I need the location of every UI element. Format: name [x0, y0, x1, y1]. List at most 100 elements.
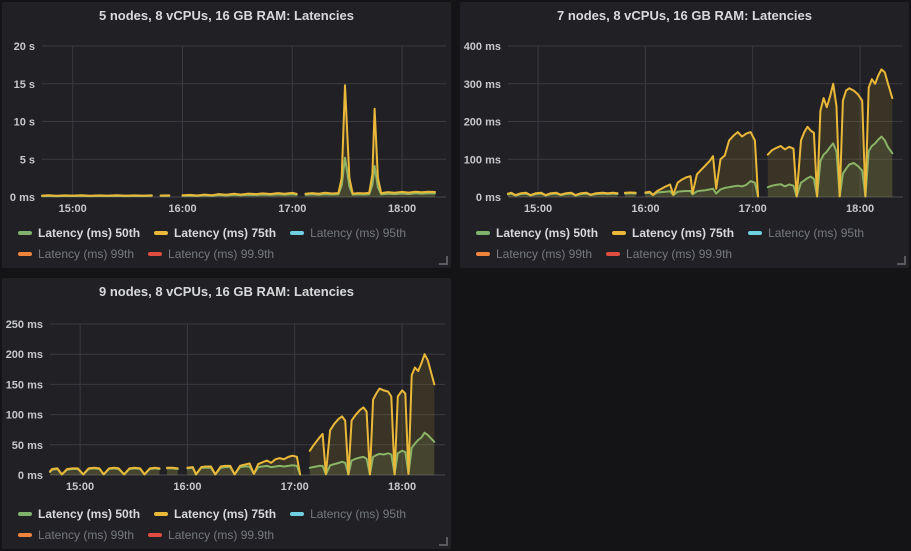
legend-label: Latency (ms) 95th: [310, 226, 407, 240]
legend-label: Latency (ms) 99.9th: [168, 528, 275, 542]
legend-swatch-icon: [148, 252, 163, 256]
legend-label: Latency (ms) 50th: [496, 226, 599, 240]
series-line-75th: [766, 68, 894, 198]
y-tick-label: 150 ms: [6, 379, 43, 391]
legend-label: Latency (ms) 99th: [38, 528, 135, 542]
series-line-50th: [766, 135, 894, 198]
legend-item-99th[interactable]: Latency (ms) 99th: [476, 247, 592, 261]
legend-swatch-icon: [154, 512, 169, 516]
legend-item-99th[interactable]: Latency (ms) 99th: [18, 247, 134, 261]
panel-5-nodes-latencies: 15:00 16:00 17:00 18:00 0 ms 5 s 10 s 15 s 20 s …: [2, 2, 451, 268]
legend-swatch-icon: [606, 252, 621, 256]
y-tick-label: 0 ms: [18, 470, 43, 482]
series-line-75th: [41, 194, 153, 197]
x-tick-label: 18:00: [388, 203, 416, 215]
y-tick-label: 20 s: [14, 41, 35, 53]
x-tick-label: 17:00: [281, 481, 309, 493]
x-tick-label: 16:00: [168, 203, 196, 215]
y-tick-label: 0 ms: [10, 192, 35, 204]
legend-item-99.9th[interactable]: Latency (ms) 99.9th: [148, 247, 274, 261]
chart-canvas: 15:00 16:00 17:00 18:00 0 ms 50 ms 100 ms 150 m…: [6, 319, 445, 493]
x-tick-label: 15:00: [59, 203, 87, 215]
legend: Latency (ms) 50th Latency (ms) 75th Latenc…: [476, 226, 899, 261]
series-line-75th: [181, 191, 298, 197]
legend-swatch-icon: [290, 512, 305, 516]
series-area-50th: [645, 181, 759, 197]
x-tick-label: 16:00: [631, 203, 659, 215]
series-area-50th: [167, 468, 178, 475]
panel-title[interactable]: 5 nodes, 8 vCPUs, 16 GB RAM: Latencies: [98, 8, 355, 23]
legend-label: Latency (ms) 95th: [768, 226, 865, 240]
series-line-75th: [507, 191, 619, 197]
legend: Latency (ms) 50th Latency (ms) 75th Latenc…: [18, 507, 441, 542]
y-tick-label: 400 ms: [464, 41, 501, 53]
legend-label: Latency (ms) 99.9th: [626, 247, 733, 261]
resize-handle-icon[interactable]: [439, 537, 448, 546]
y-tick-label: 100 ms: [464, 154, 501, 166]
legend-swatch-icon: [612, 231, 627, 235]
legend-label: Latency (ms) 75th: [174, 226, 277, 240]
y-tick-label: 50 ms: [12, 440, 43, 452]
legend-item-75th[interactable]: Latency (ms) 75th: [154, 226, 276, 240]
chart-canvas: 15:00 16:00 17:00 18:00 0 ms 100 ms 200 ms 300 …: [464, 41, 903, 215]
series-area-75th: [167, 467, 178, 475]
series-line-50th: [304, 156, 436, 196]
legend-item-95th[interactable]: Latency (ms) 95th: [290, 226, 406, 240]
latency-chart-7-nodes[interactable]: 15:00 16:00 17:00 18:00 0 ms 100 ms 200 ms 300 …: [460, 2, 909, 268]
legend-item-95th[interactable]: Latency (ms) 95th: [290, 507, 406, 521]
legend-item-95th[interactable]: Latency (ms) 95th: [748, 226, 864, 240]
series-area-75th: [305, 85, 435, 197]
legend-swatch-icon: [18, 252, 32, 256]
y-tick-label: 10 s: [14, 117, 35, 129]
y-tick-label: 15 s: [14, 79, 35, 91]
y-tick-label: 250 ms: [6, 319, 43, 331]
legend-item-99.9th[interactable]: Latency (ms) 99.9th: [148, 528, 274, 542]
latency-chart-9-nodes[interactable]: 15:00 16:00 17:00 18:00 0 ms 50 ms 100 ms 150 m…: [2, 278, 451, 549]
panel-title[interactable]: 7 nodes, 8 vCPUs, 16 GB RAM: Latencies: [556, 8, 813, 23]
resize-handle-icon[interactable]: [897, 256, 906, 265]
legend-item-75th[interactable]: Latency (ms) 75th: [154, 507, 276, 521]
x-tick-label: 18:00: [846, 203, 874, 215]
panel-title[interactable]: 9 nodes, 8 vCPUs, 16 GB RAM: Latencies: [98, 284, 355, 299]
y-tick-label: 300 ms: [464, 79, 501, 91]
series-area-50th: [309, 432, 435, 475]
legend-item-50th[interactable]: Latency (ms) 50th: [18, 226, 140, 240]
series-line-75th: [308, 353, 436, 476]
legend-swatch-icon: [18, 231, 32, 235]
y-tick-label: 200 ms: [464, 117, 501, 129]
x-tick-label: 18:00: [388, 481, 416, 493]
legend-swatch-icon: [18, 512, 32, 516]
series-area-75th: [50, 467, 160, 475]
legend-label: Latency (ms) 50th: [38, 226, 141, 240]
x-tick-label: 15:00: [524, 203, 552, 215]
legend-label: Latency (ms) 50th: [38, 507, 141, 521]
resize-handle-icon[interactable]: [439, 256, 448, 265]
series-area-50th: [767, 136, 893, 197]
latency-chart-5-nodes[interactable]: 15:00 16:00 17:00 18:00 0 ms 5 s 10 s 15 s 20 s: [2, 2, 451, 268]
series-line-75th: [304, 84, 436, 195]
legend: Latency (ms) 50th Latency (ms) 75th Latenc…: [18, 226, 441, 261]
legend-swatch-icon: [476, 231, 490, 235]
series-area-75th: [645, 132, 759, 197]
x-tick-label: 16:00: [173, 481, 201, 493]
series-area-50th: [50, 468, 160, 475]
legend-swatch-icon: [476, 252, 490, 256]
legend-item-99th[interactable]: Latency (ms) 99th: [18, 528, 134, 542]
legend-item-75th[interactable]: Latency (ms) 75th: [612, 226, 734, 240]
legend-swatch-icon: [148, 533, 163, 537]
legend-label: Latency (ms) 75th: [632, 226, 735, 240]
legend-label: Latency (ms) 99.9th: [168, 247, 275, 261]
legend-swatch-icon: [290, 231, 305, 235]
legend-swatch-icon: [748, 231, 763, 235]
series-line-75th: [644, 131, 760, 198]
panel-9-nodes-latencies: 15:00 16:00 17:00 18:00 0 ms 50 ms 100 ms 150 m…: [2, 278, 451, 549]
x-tick-label: 17:00: [278, 203, 306, 215]
legend-item-99.9th[interactable]: Latency (ms) 99.9th: [606, 247, 732, 261]
legend-item-50th[interactable]: Latency (ms) 50th: [18, 507, 140, 521]
series-line-50th: [308, 431, 436, 476]
legend-item-50th[interactable]: Latency (ms) 50th: [476, 226, 598, 240]
x-tick-label: 15:00: [66, 481, 94, 493]
legend-label: Latency (ms) 99th: [496, 247, 593, 261]
y-tick-label: 100 ms: [6, 410, 43, 422]
